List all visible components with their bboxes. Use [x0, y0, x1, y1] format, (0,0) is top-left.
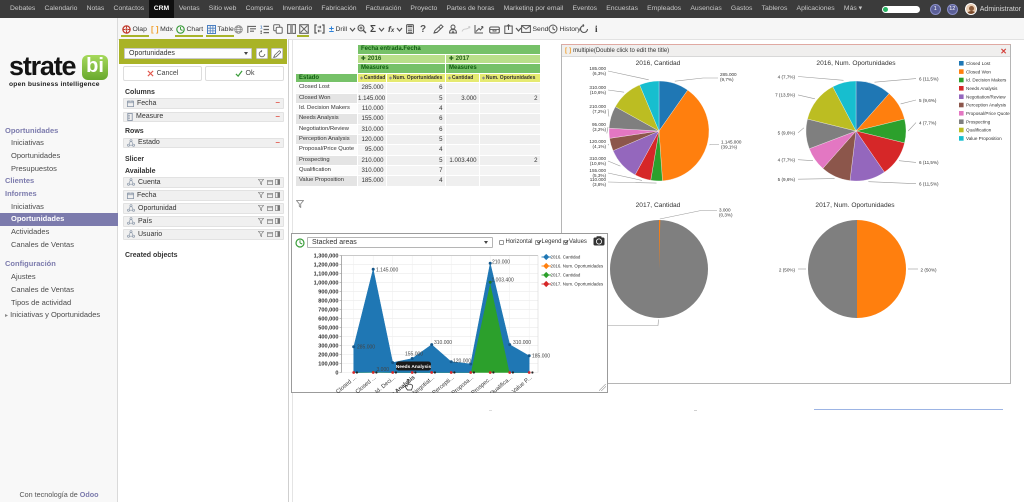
svg-text:1.003.400: 1.003.400 — [492, 278, 514, 284]
svg-text:5 (9,6%): 5 (9,6%) — [778, 131, 796, 136]
svg-text:Needs Analysis: Needs Analysis — [966, 86, 998, 91]
svg-text:210.000: 210.000 — [492, 260, 510, 266]
svg-text:2016. Num. Oportunidades: 2016. Num. Oportunidades — [551, 264, 605, 269]
svg-text:110.000: 110.000 — [590, 177, 607, 182]
svg-text:(10,6%): (10,6%) — [590, 161, 607, 166]
svg-text:600,000: 600,000 — [318, 316, 338, 322]
svg-text:900,000: 900,000 — [318, 289, 338, 295]
svg-text:1,000,000: 1,000,000 — [314, 280, 339, 286]
svg-text:6 (11,5%): 6 (11,5%) — [919, 160, 939, 165]
svg-text:2017. Num. Oportunidades: 2017. Num. Oportunidades — [551, 282, 605, 287]
svg-text:Closed Lost: Closed Lost — [966, 61, 991, 66]
svg-text:1.145.000: 1.145.000 — [721, 139, 742, 144]
svg-text:(5,3%): (5,3%) — [592, 173, 606, 178]
svg-text:6 (11,5%): 6 (11,5%) — [919, 76, 939, 81]
svg-text:Qualification: Qualification — [966, 128, 992, 133]
svg-text:4 (7,7%): 4 (7,7%) — [919, 120, 937, 125]
svg-text:(4,1%): (4,1%) — [592, 144, 606, 149]
svg-text:800,000: 800,000 — [318, 298, 338, 304]
svg-text:300,000: 300,000 — [318, 343, 338, 349]
svg-text:310.000: 310.000 — [589, 85, 606, 90]
svg-text:210.000: 210.000 — [589, 104, 606, 109]
svg-text:95.000: 95.000 — [592, 122, 606, 127]
svg-text:0: 0 — [335, 370, 338, 376]
svg-text:1.145.000: 1.145.000 — [376, 268, 398, 274]
svg-text:5 (9,6%): 5 (9,6%) — [778, 177, 796, 182]
svg-text:Proposal/Price Quote: Proposal/Price Quote — [966, 111, 1010, 116]
svg-text:Needs Analysis: Needs Analysis — [396, 364, 432, 370]
svg-text:200,000: 200,000 — [318, 352, 338, 358]
svg-text:(3,8%): (3,8%) — [592, 182, 606, 187]
svg-text:310.000: 310.000 — [434, 340, 452, 346]
svg-text:3.000: 3.000 — [719, 207, 731, 212]
svg-text:1,300,000: 1,300,000 — [314, 253, 339, 259]
svg-text:400,000: 400,000 — [318, 334, 338, 340]
svg-text:1,100,000: 1,100,000 — [314, 271, 339, 277]
svg-text:120.000: 120.000 — [589, 139, 606, 144]
svg-text:2 (50%): 2 (50%) — [921, 267, 938, 272]
svg-text:1,200,000: 1,200,000 — [314, 262, 339, 268]
svg-text:500,000: 500,000 — [318, 325, 338, 331]
svg-text:4 (7,7%): 4 (7,7%) — [778, 74, 796, 79]
svg-text:2017. Cantidad: 2017. Cantidad — [551, 273, 581, 278]
svg-text:185.000: 185.000 — [532, 354, 550, 360]
svg-text:2016. Cantidad: 2016. Cantidad — [551, 255, 581, 260]
svg-text:185.000: 185.000 — [589, 66, 606, 71]
svg-text:285.000: 285.000 — [720, 72, 737, 77]
svg-text:Closed Won: Closed Won — [966, 69, 991, 74]
svg-text:(39,1%): (39,1%) — [721, 145, 738, 150]
svg-text:700,000: 700,000 — [318, 307, 338, 313]
svg-text:1: 1 — [260, 25, 263, 30]
svg-text:(9,7%): (9,7%) — [720, 77, 734, 82]
svg-text:5 (9,6%): 5 (9,6%) — [919, 98, 937, 103]
svg-text:7 (13,5%): 7 (13,5%) — [775, 93, 795, 98]
svg-text:Value P...: Value P... — [511, 375, 534, 393]
svg-text:100,000: 100,000 — [318, 361, 338, 367]
svg-text:(3,2%): (3,2%) — [592, 127, 606, 132]
svg-text:310.000: 310.000 — [513, 340, 531, 346]
svg-text:4 (7,7%): 4 (7,7%) — [778, 158, 796, 163]
svg-text:120.000: 120.000 — [453, 359, 471, 365]
svg-text:2016, Cantidad: 2016, Cantidad — [636, 60, 681, 67]
svg-text:2 (50%): 2 (50%) — [779, 267, 796, 272]
svg-text:Negotiation/Review: Negotiation/Review — [966, 94, 1006, 99]
svg-text:155.000: 155.000 — [589, 168, 606, 173]
svg-text:2017, Cantidad: 2017, Cantidad — [636, 202, 681, 209]
svg-text:2017, Num. Oportunidades: 2017, Num. Oportunidades — [815, 202, 895, 209]
svg-text:155.000: 155.000 — [405, 352, 423, 358]
svg-text:Id. Decision Makers: Id. Decision Makers — [966, 78, 1007, 83]
svg-text:Prospecting: Prospecting — [966, 119, 991, 124]
svg-text:Perception Analysis: Perception Analysis — [966, 103, 1007, 108]
svg-text:Value Proposition: Value Proposition — [966, 136, 1002, 141]
svg-text:(6,3%): (6,3%) — [592, 71, 606, 76]
svg-text:310.000: 310.000 — [589, 156, 606, 161]
svg-text:(7,2%): (7,2%) — [592, 109, 606, 114]
svg-text:6 (11,5%): 6 (11,5%) — [919, 182, 939, 187]
svg-text:3.000: 3.000 — [377, 367, 390, 373]
svg-text:(0,3%): (0,3%) — [719, 213, 733, 218]
svg-text:2016, Num. Oportunidades: 2016, Num. Oportunidades — [816, 60, 896, 67]
svg-text:285.000: 285.000 — [357, 345, 375, 351]
svg-text:(10,6%): (10,6%) — [590, 90, 607, 95]
